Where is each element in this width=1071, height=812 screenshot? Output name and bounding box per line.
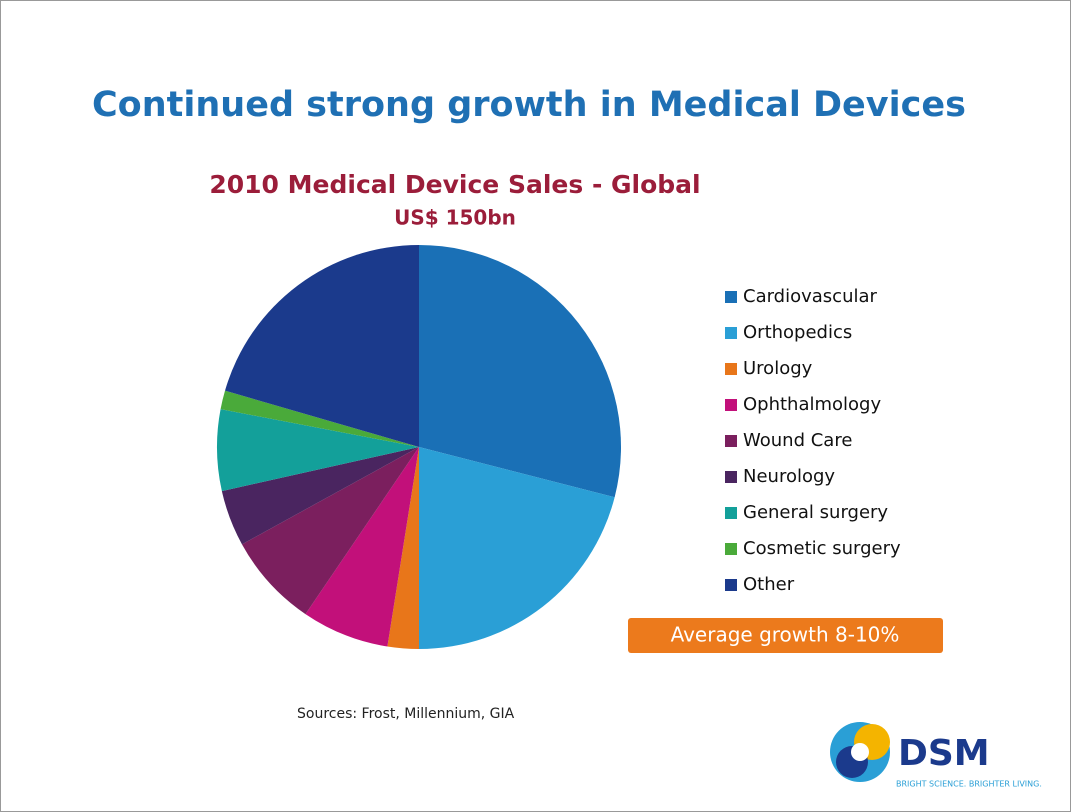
annotation-box	[628, 618, 943, 653]
pie-slice	[225, 245, 419, 447]
legend-swatch	[725, 471, 737, 483]
legend-label: Neurology	[743, 466, 835, 487]
chart-subtitle: US$ 150bn	[394, 206, 516, 230]
legend-swatch	[725, 507, 737, 519]
legend-label: Urology	[743, 358, 813, 379]
legend-label: General surgery	[743, 502, 888, 523]
logo-name: DSM	[898, 733, 990, 774]
page-title: Continued strong growth in Medical Devic…	[92, 85, 966, 125]
legend-swatch	[725, 543, 737, 555]
pie-slice	[305, 447, 419, 647]
legend-swatch	[725, 435, 737, 447]
legend-swatch	[725, 579, 737, 591]
legend-label: Ophthalmology	[743, 394, 881, 415]
pie-slice	[220, 390, 419, 447]
pie-slice	[419, 245, 621, 498]
pie-slice	[241, 447, 419, 615]
legend-label: Cardiovascular	[743, 286, 878, 307]
legend-label: Cosmetic surgery	[743, 538, 901, 559]
source: Sources: Frost, Millennium, GIA	[297, 706, 515, 722]
annotation: Average growth 8-10%	[671, 623, 900, 647]
pie-slice	[217, 409, 419, 492]
pie-slice	[419, 447, 615, 649]
legend-label: Orthopedics	[743, 322, 852, 343]
chart-title: 2010 Medical Device Sales - Global	[209, 170, 700, 199]
legend-label: Other	[743, 574, 795, 595]
pie-slice	[221, 447, 419, 545]
legend-swatch	[725, 363, 737, 375]
pie-slice	[387, 447, 419, 649]
legend-swatch	[725, 327, 737, 339]
logo-mark	[830, 722, 890, 782]
legend-swatch	[725, 291, 737, 303]
legend-label: Wound Care	[743, 430, 852, 451]
legend-swatch	[725, 399, 737, 411]
logo-tagline: BRIGHT SCIENCE. BRIGHTER LIVING.	[896, 780, 1042, 789]
